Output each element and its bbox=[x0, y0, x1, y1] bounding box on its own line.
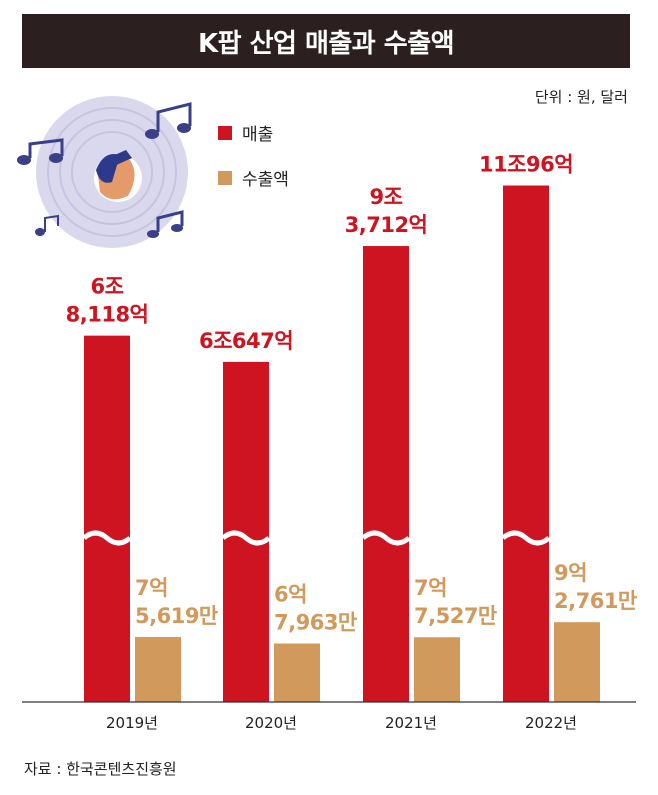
label-exports-3-1: 2,761만 bbox=[554, 589, 637, 613]
x-tick-labels: 2019년 2020년 2021년 2022년 bbox=[106, 714, 577, 732]
label-sales-0-1: 8,118억 bbox=[66, 303, 149, 327]
legend-item-sales: 매출 bbox=[218, 120, 289, 145]
label-sales-0-0: 6조 bbox=[91, 275, 124, 299]
vinyl-record-with-music-notes-icon bbox=[17, 96, 192, 248]
x-tick-0: 2019년 bbox=[106, 714, 158, 732]
source-note: 자료 : 한국콘텐츠진흥원 bbox=[24, 760, 177, 778]
axis-break-wave-3 bbox=[501, 530, 551, 546]
label-exports-0-0: 7억 bbox=[135, 576, 168, 600]
unit-note: 단위 : 원, 달러 bbox=[534, 88, 628, 106]
label-exports-1-0: 6억 bbox=[274, 583, 307, 607]
bar-exports-3 bbox=[554, 622, 600, 702]
label-sales-2-1: 3,712억 bbox=[345, 213, 428, 237]
label-exports-2-1: 7,527만 bbox=[414, 604, 497, 628]
bar-sales-3 bbox=[503, 185, 549, 702]
axis-break-wave-1 bbox=[221, 530, 271, 546]
bar-sales-0 bbox=[84, 335, 130, 702]
label-exports-0-1: 5,619만 bbox=[135, 604, 218, 628]
bar-exports-1 bbox=[274, 643, 320, 702]
bar-sales-2 bbox=[363, 246, 409, 703]
legend-swatch-exports bbox=[218, 170, 232, 185]
bars-group bbox=[82, 185, 600, 703]
label-exports-2-0: 7억 bbox=[414, 576, 447, 600]
label-sales-2-0: 9조 bbox=[370, 185, 403, 209]
label-sales-3-0: 11조96억 bbox=[479, 153, 573, 177]
legend-label-exports: 수출액 bbox=[242, 170, 289, 190]
chart-title: K팝 산업 매출과 수출액 bbox=[197, 28, 455, 59]
value-labels-group: 6조 8,118억 7억 5,619만 6조647억 6억 7,963만 9조 3,712억 7억… bbox=[66, 153, 638, 635]
legend-swatch-sales bbox=[218, 125, 232, 140]
bar-exports-0 bbox=[135, 636, 181, 702]
x-tick-2: 2021년 bbox=[385, 714, 437, 732]
label-sales-1-0: 6조647억 bbox=[199, 329, 293, 353]
x-tick-1: 2020년 bbox=[245, 714, 297, 732]
label-exports-1-1: 7,963만 bbox=[274, 611, 357, 635]
axis-break-wave-0 bbox=[82, 530, 132, 546]
x-tick-3: 2022년 bbox=[525, 714, 577, 732]
axis-break-wave-2 bbox=[361, 530, 411, 546]
label-exports-3-0: 9억 bbox=[554, 561, 587, 585]
legend-label-sales: 매출 bbox=[242, 125, 274, 145]
legend-item-exports: 수출액 bbox=[218, 165, 289, 190]
bar-exports-2 bbox=[414, 637, 460, 702]
chart-title-bar: K팝 산업 매출과 수출액 bbox=[22, 14, 630, 68]
legend: 매출 수출액 bbox=[218, 120, 289, 210]
